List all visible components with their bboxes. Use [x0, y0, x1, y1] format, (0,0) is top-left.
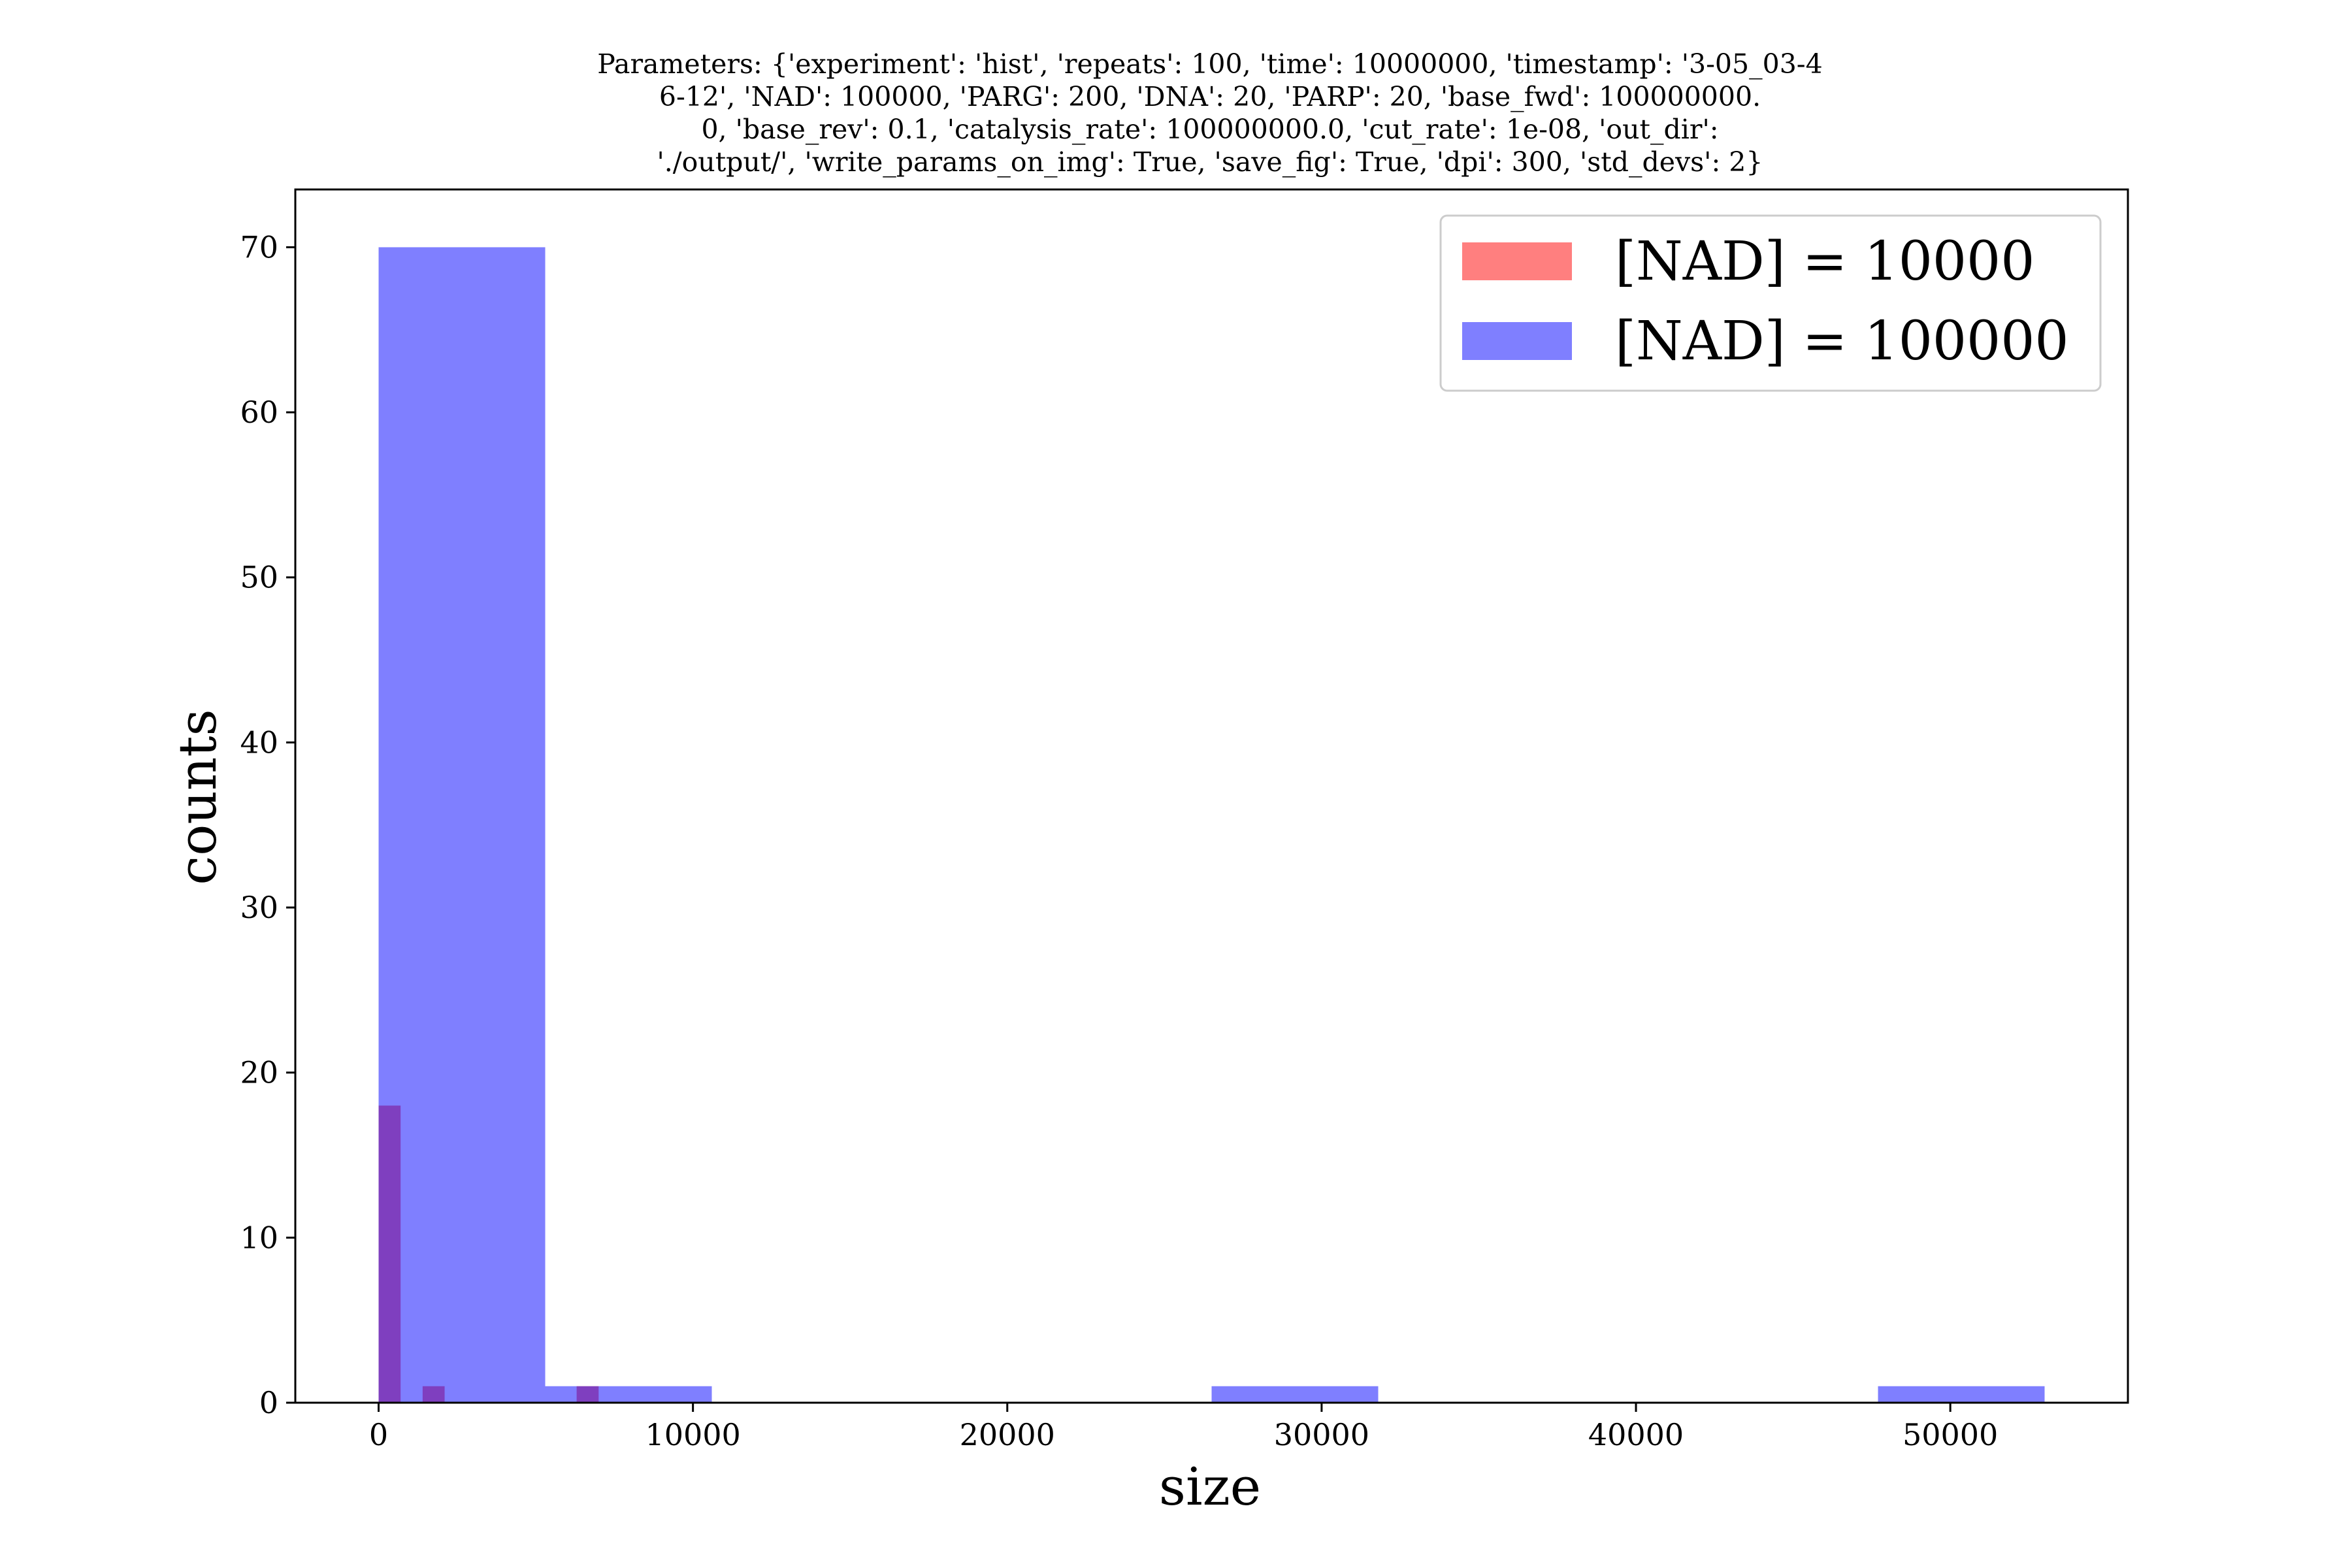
histogram-bar-series-1-bin-1	[545, 1386, 712, 1403]
legend-frame	[1439, 214, 2102, 392]
x-tick-label-5: 50000	[1903, 1417, 1998, 1452]
y-tick-label-0: 0	[259, 1385, 278, 1420]
legend-swatch-nad-10000	[1462, 242, 1572, 280]
x-tick-label-4: 40000	[1588, 1417, 1684, 1452]
legend: [NAD] = 10000 [NAD] = 100000	[1439, 214, 2102, 392]
y-tick-label-7: 70	[240, 229, 278, 265]
y-axis-label: counts	[167, 709, 228, 885]
y-tick-label-5: 50	[240, 560, 278, 595]
title-line-1: Parameters: {'experiment': 'hist', 'repe…	[597, 48, 1822, 80]
legend-label-nad-100000: [NAD] = 100000	[1615, 310, 2069, 372]
histogram-bar-series-1-bin-0	[378, 247, 546, 1403]
histogram-bar-series-1-bin-3	[1878, 1386, 2045, 1403]
chart-title: Parameters: {'experiment': 'hist', 'repe…	[597, 48, 1822, 178]
y-tick-label-6: 60	[240, 395, 278, 430]
y-tick-label-4: 40	[240, 725, 278, 760]
x-tick-label-1: 10000	[645, 1417, 740, 1452]
title-line-3: 0, 'base_rev': 0.1, 'catalysis_rate': 10…	[701, 114, 1718, 145]
histogram-bar-series-1-bin-2	[1211, 1386, 1379, 1403]
x-axis-label: size	[1159, 1456, 1261, 1517]
legend-label-nad-10000: [NAD] = 10000	[1615, 231, 2034, 293]
y-tick-label-3: 30	[240, 890, 278, 925]
plot-frame	[294, 188, 2129, 1404]
legend-swatch-nad-100000	[1462, 322, 1572, 360]
y-tick-label-2: 20	[240, 1055, 278, 1090]
x-tick-label-2: 20000	[960, 1417, 1055, 1452]
x-axis-ticks: 0 10000 20000 30000 40000 50000	[369, 1403, 1998, 1452]
x-tick-label-0: 0	[369, 1417, 388, 1452]
plot-bars	[378, 247, 2045, 1403]
title-line-4: './output/', 'write_params_on_img': True…	[657, 146, 1763, 178]
y-axis-ticks: 0 10 20 30 40 50 60 70	[240, 229, 295, 1420]
title-line-2: 6-12', 'NAD': 100000, 'PARG': 200, 'DNA'…	[659, 81, 1761, 112]
x-tick-label-3: 30000	[1274, 1417, 1369, 1452]
y-tick-label-1: 10	[240, 1220, 278, 1255]
